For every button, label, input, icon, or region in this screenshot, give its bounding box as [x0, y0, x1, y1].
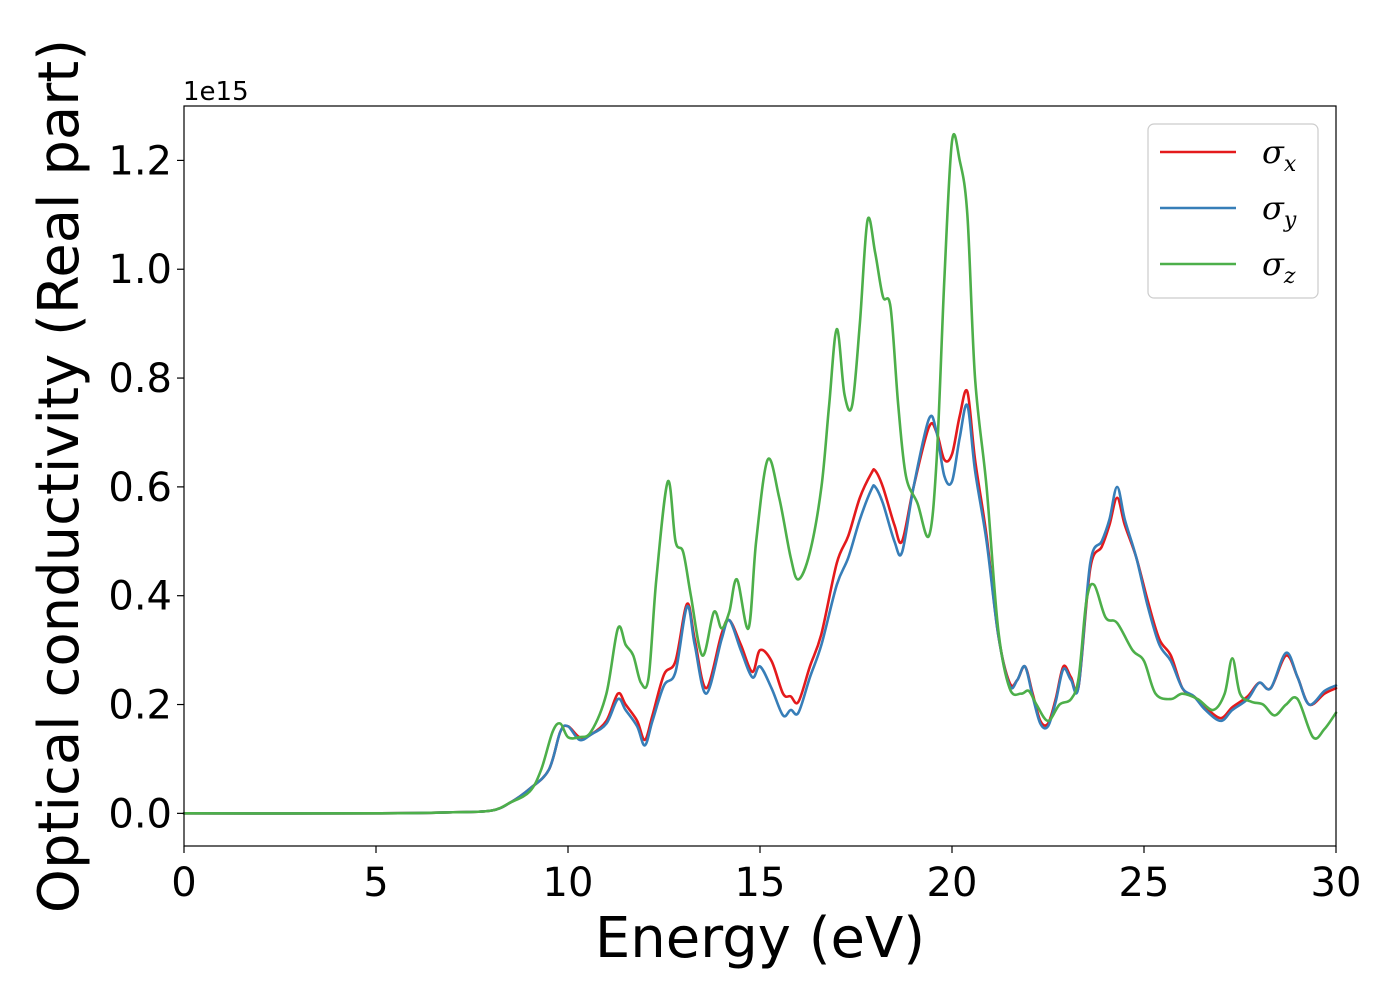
y-tick-label: 0.8 — [108, 356, 172, 402]
series-line-sigma-y — [182, 403, 1338, 815]
x-tick-label: 30 — [1311, 860, 1362, 906]
legend-label-sigma-z: σz — [1262, 245, 1296, 289]
y-tick-label: 1.0 — [108, 247, 172, 293]
x-tick-label: 20 — [927, 860, 978, 906]
y-tick-label: 1.2 — [108, 138, 172, 184]
legend-label-sigma-x: σx — [1262, 133, 1297, 177]
x-tick-label: 15 — [735, 860, 786, 906]
legend-box — [1147, 123, 1319, 299]
x-axis-ticks: 0 5 10 15 20 25 30 — [171, 846, 1361, 906]
y-axis-label: Optical conductivity (Real part) — [27, 39, 92, 913]
x-tick-label: 0 — [171, 860, 196, 906]
x-tick-label: 5 — [363, 860, 388, 906]
x-tick-label: 10 — [543, 860, 594, 906]
legend-label-sigma-y: σy — [1262, 189, 1297, 233]
y-offset-label: 1e15 — [183, 77, 249, 107]
series-layer — [182, 132, 1338, 815]
series-line-sigma-z — [182, 132, 1338, 815]
x-axis-label: Energy (eV) — [595, 906, 925, 971]
y-axis-ticks: 0.0 0.2 0.4 0.6 0.8 1.0 1.2 — [108, 138, 184, 837]
y-tick-label: 0.4 — [108, 574, 172, 620]
y-tick-label: 0.6 — [108, 465, 172, 511]
y-tick-label: 0.2 — [108, 683, 172, 729]
x-tick-label: 25 — [1119, 860, 1170, 906]
plot-background — [184, 106, 1336, 846]
y-tick-label: 0.0 — [108, 791, 172, 837]
legend: σx σy σz — [1147, 123, 1319, 299]
